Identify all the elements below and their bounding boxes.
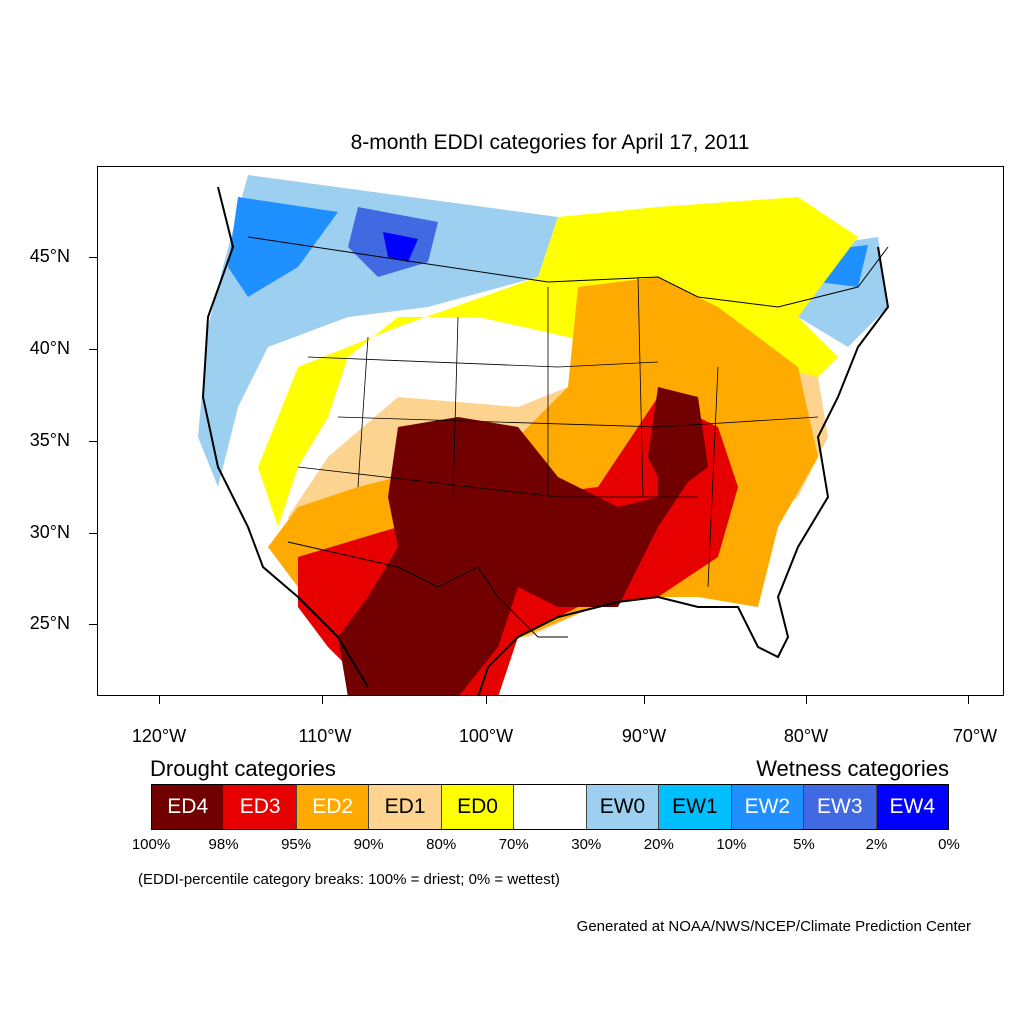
lat-tick [89, 533, 97, 534]
legend-swatch-ew2: EW2 [731, 785, 805, 829]
map-panel [97, 166, 1004, 696]
wetness-categories-heading: Wetness categories [756, 756, 949, 781]
lon-tick [806, 696, 807, 704]
percentile-break: 5% [793, 836, 815, 853]
legend-swatch-ed4: ED4 [152, 785, 225, 829]
category-legend: ED4 ED3 ED2 ED1 ED0 EW0 EW1 EW2 EW3 EW4 [151, 784, 949, 830]
coastline [201, 186, 890, 695]
credit-line: Generated at NOAA/NWS/NCEP/Climate Predi… [576, 918, 971, 935]
lat-label-25: 25°N [29, 613, 70, 633]
map-title: 8-month EDDI categories for April 17, 20… [350, 131, 750, 154]
lat-tick [89, 257, 97, 258]
lat-label-45: 45°N [29, 246, 70, 266]
lon-label-100: 100°W [458, 726, 514, 746]
percentile-break: 70% [498, 836, 529, 853]
lat-tick [89, 441, 97, 442]
legend-swatch-ew4: EW4 [876, 785, 948, 829]
legend-swatch-ew3: EW3 [804, 785, 877, 829]
percentile-break: 98% [208, 836, 239, 853]
drought-categories-heading: Drought categories [150, 756, 336, 781]
percentile-break: 2% [865, 836, 888, 853]
border-canada [247, 236, 889, 308]
category-note: (EDDI-percentile category breaks: 100% =… [138, 871, 560, 888]
legend-swatch-ed0: ED0 [441, 785, 515, 829]
percentile-break: 80% [426, 836, 457, 853]
lon-tick [159, 696, 160, 704]
lon-label-110: 110°W [298, 726, 352, 746]
lon-tick [322, 696, 323, 704]
dry-region-ed0 [258, 197, 858, 527]
wet-region-northwest-extreme [383, 232, 418, 262]
eddi-map [198, 175, 890, 695]
lon-tick [486, 696, 487, 704]
percentile-break: 0% [938, 836, 960, 853]
lon-tick [968, 696, 969, 704]
legend-swatch-ew1: EW1 [659, 785, 732, 829]
lat-label-35: 35°N [29, 430, 70, 450]
lat-tick [89, 624, 97, 625]
percentile-break: 95% [281, 836, 312, 853]
legend-swatch-ew0: EW0 [586, 785, 660, 829]
lon-label-70: 70°W [952, 726, 998, 746]
legend-swatch-ed3: ED3 [224, 785, 297, 829]
legend-swatch-ed1: ED1 [369, 785, 442, 829]
state-borders [297, 276, 819, 588]
lon-label-120: 120°W [131, 726, 187, 746]
lon-label-80: 80°W [783, 726, 829, 746]
percentile-break: 10% [716, 836, 747, 853]
percentile-break: 30% [571, 836, 602, 853]
percentile-break: 20% [643, 836, 674, 853]
legend-swatch-neutral [514, 785, 587, 829]
border-mexico [287, 541, 568, 638]
wet-region-northwest-strong [228, 197, 338, 297]
lat-tick [89, 349, 97, 350]
dry-region-ed4 [338, 387, 698, 695]
legend-swatch-ed2: ED2 [296, 785, 370, 829]
percentile-break: 100% [131, 836, 171, 853]
lat-label-30: 30°N [29, 522, 70, 542]
percentile-break: 90% [353, 836, 384, 853]
lon-tick [644, 696, 645, 704]
lat-label-40: 40°N [29, 338, 70, 358]
lon-label-90: 90°W [621, 726, 667, 746]
dry-region-ed4-midwest [648, 387, 708, 497]
